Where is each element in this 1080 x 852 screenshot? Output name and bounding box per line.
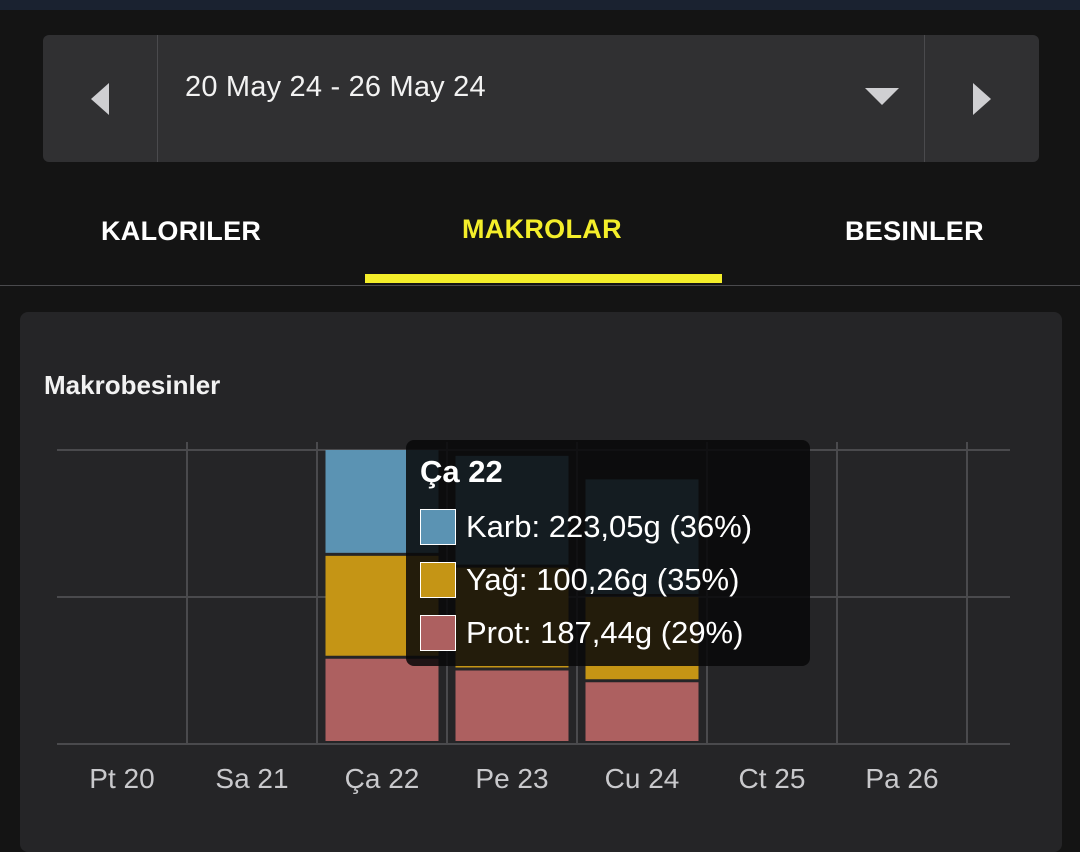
- x-tick-label: Ct 25: [739, 763, 806, 794]
- fat-swatch: [420, 561, 456, 598]
- date-range-selector: 20 May 24 - 26 May 24: [43, 35, 1039, 162]
- chevron-down-icon: [865, 88, 899, 105]
- tab-calories[interactable]: KALORILER: [101, 216, 262, 246]
- tooltip-row-protein: Prot: 187,44g (29%): [420, 606, 810, 659]
- tab-macros[interactable]: MAKROLAR: [462, 214, 622, 244]
- chevron-left-icon: [91, 82, 109, 115]
- x-tick-label: Cu 24: [605, 763, 680, 794]
- tab-bar: KALORILER MAKROLAR BESINLER: [0, 190, 1080, 286]
- x-tick-label: Sa 21: [215, 763, 288, 794]
- protein-swatch: [420, 614, 456, 651]
- x-tick-label: Pa 26: [865, 763, 938, 794]
- previous-week-button[interactable]: [43, 35, 158, 162]
- tooltip-protein-text: Prot: 187,44g (29%): [466, 614, 744, 650]
- tooltip-carb-text: Karb: 223,05g (36%): [466, 508, 753, 544]
- bar-segment-prot: [455, 670, 569, 741]
- tooltip-row-fat: Yağ: 100,26g (35%): [420, 553, 810, 606]
- tab-foods[interactable]: BESINLER: [845, 216, 984, 246]
- bar-segment-prot: [585, 682, 699, 741]
- x-tick-label: Pt 20: [89, 763, 154, 794]
- next-week-button[interactable]: [924, 35, 1039, 162]
- card-title: Makrobesinler: [44, 370, 221, 400]
- active-tab-indicator: [365, 274, 722, 283]
- tooltip-fat-text: Yağ: 100,26g (35%): [466, 561, 740, 597]
- chevron-right-icon: [973, 82, 991, 115]
- x-tick-label: Ça 22: [345, 763, 420, 794]
- tooltip-row-carb: Karb: 223,05g (36%): [420, 500, 810, 553]
- chart-tooltip: Ça 22 Karb: 223,05g (36%) Yağ: 100,26g (…: [406, 440, 810, 666]
- x-tick-label: Pe 23: [475, 763, 548, 794]
- date-range-label[interactable]: 20 May 24 - 26 May 24: [185, 71, 486, 103]
- carb-swatch: [420, 508, 456, 545]
- bar-segment-prot: [325, 658, 439, 741]
- macros-chart[interactable]: Pt 20 Sa 21 Ça 22 Pe 23 Cu 24 Ct 25 Pa 26: [0, 0, 1080, 831]
- date-range-dropdown[interactable]: [865, 88, 899, 108]
- tooltip-title: Ça 22: [420, 454, 503, 489]
- status-strip: [0, 0, 1080, 10]
